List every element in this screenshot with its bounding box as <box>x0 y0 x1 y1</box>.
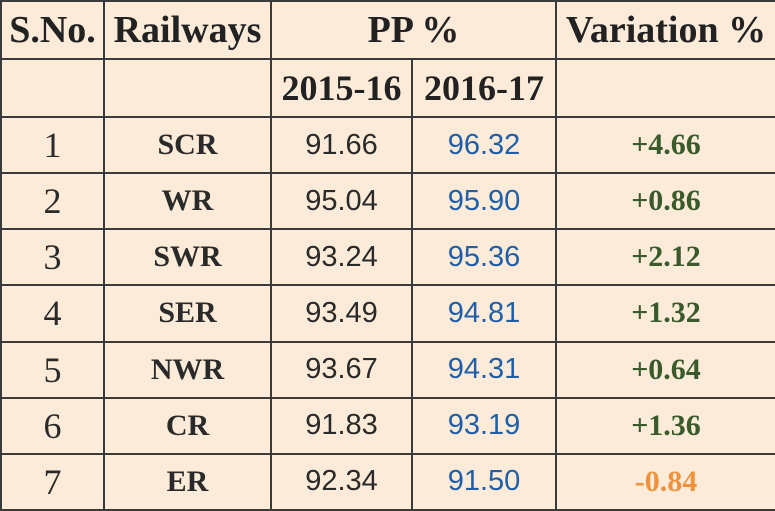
header-year-2015-16: 2015-16 <box>270 58 413 118</box>
cell-pp-2015-16: 91.66 <box>270 115 413 175</box>
cell-variation: -0.84 <box>555 452 775 511</box>
cell-railway: SWR <box>103 228 272 287</box>
cell-pp-2015-16: 92.34 <box>270 452 413 511</box>
table-row: 2 WR 95.04 95.90 +0.86 <box>0 172 775 231</box>
cell-railway: SER <box>103 284 272 343</box>
cell-railway: ER <box>103 452 272 511</box>
cell-sno: 2 <box>0 172 105 231</box>
cell-variation: +1.32 <box>555 284 775 343</box>
cell-sno: 3 <box>0 228 105 287</box>
cell-pp-2016-17: 95.36 <box>410 228 558 287</box>
table-row: 5 NWR 93.67 94.31 +0.64 <box>0 340 775 399</box>
cell-pp-2015-16: 93.24 <box>270 228 413 287</box>
table-row: 6 CR 91.83 93.19 +1.36 <box>0 396 775 455</box>
cell-railway: WR <box>103 172 272 231</box>
cell-sno: 5 <box>0 340 105 399</box>
header-sno: S.No. <box>0 0 105 60</box>
cell-railway: CR <box>103 396 272 455</box>
cell-sno: 7 <box>0 452 105 511</box>
cell-sno: 1 <box>0 115 105 175</box>
cell-variation: +1.36 <box>555 396 775 455</box>
cell-pp-2015-16: 93.67 <box>270 340 413 399</box>
header-variation: Variation % <box>555 0 775 60</box>
cell-railway: NWR <box>103 340 272 399</box>
header-railways: Railways <box>103 0 272 60</box>
cell-railway: SCR <box>103 115 272 175</box>
header-row: S.No. Railways PP % Variation % <box>0 0 775 60</box>
cell-pp-2015-16: 93.49 <box>270 284 413 343</box>
cell-pp-2015-16: 95.04 <box>270 172 413 231</box>
cell-variation: +0.86 <box>555 172 775 231</box>
subheader-row: 2015-16 2016-17 <box>0 58 775 118</box>
cell-variation: +4.66 <box>555 115 775 175</box>
cell-pp-2016-17: 91.50 <box>410 452 558 511</box>
table-row: 4 SER 93.49 94.81 +1.32 <box>0 284 775 343</box>
subheader-empty-sno <box>0 58 105 118</box>
table-body: 1 SCR 91.66 96.32 +4.66 2 WR 95.04 95.90 +0.86 3 SW… <box>0 115 775 511</box>
cell-sno: 4 <box>0 284 105 343</box>
cell-pp-2016-17: 96.32 <box>410 115 558 175</box>
cell-pp-2016-17: 95.90 <box>410 172 558 231</box>
cell-variation: +0.64 <box>555 340 775 399</box>
header-year-2016-17: 2016-17 <box>410 58 558 118</box>
table-row: 7 ER 92.34 91.50 -0.84 <box>0 452 775 511</box>
table-row: 1 SCR 91.66 96.32 +4.66 <box>0 115 775 175</box>
cell-pp-2016-17: 94.81 <box>410 284 558 343</box>
cell-sno: 6 <box>0 396 105 455</box>
header-pp: PP % <box>269 0 558 60</box>
table-row: 3 SWR 93.24 95.36 +2.12 <box>0 228 775 287</box>
subheader-empty-railways <box>103 58 272 118</box>
subheader-empty-variation <box>555 58 775 118</box>
cell-pp-2016-17: 93.19 <box>410 396 558 455</box>
cell-variation: +2.12 <box>555 228 775 287</box>
cell-pp-2015-16: 91.83 <box>270 396 413 455</box>
cell-pp-2016-17: 94.31 <box>410 340 558 399</box>
